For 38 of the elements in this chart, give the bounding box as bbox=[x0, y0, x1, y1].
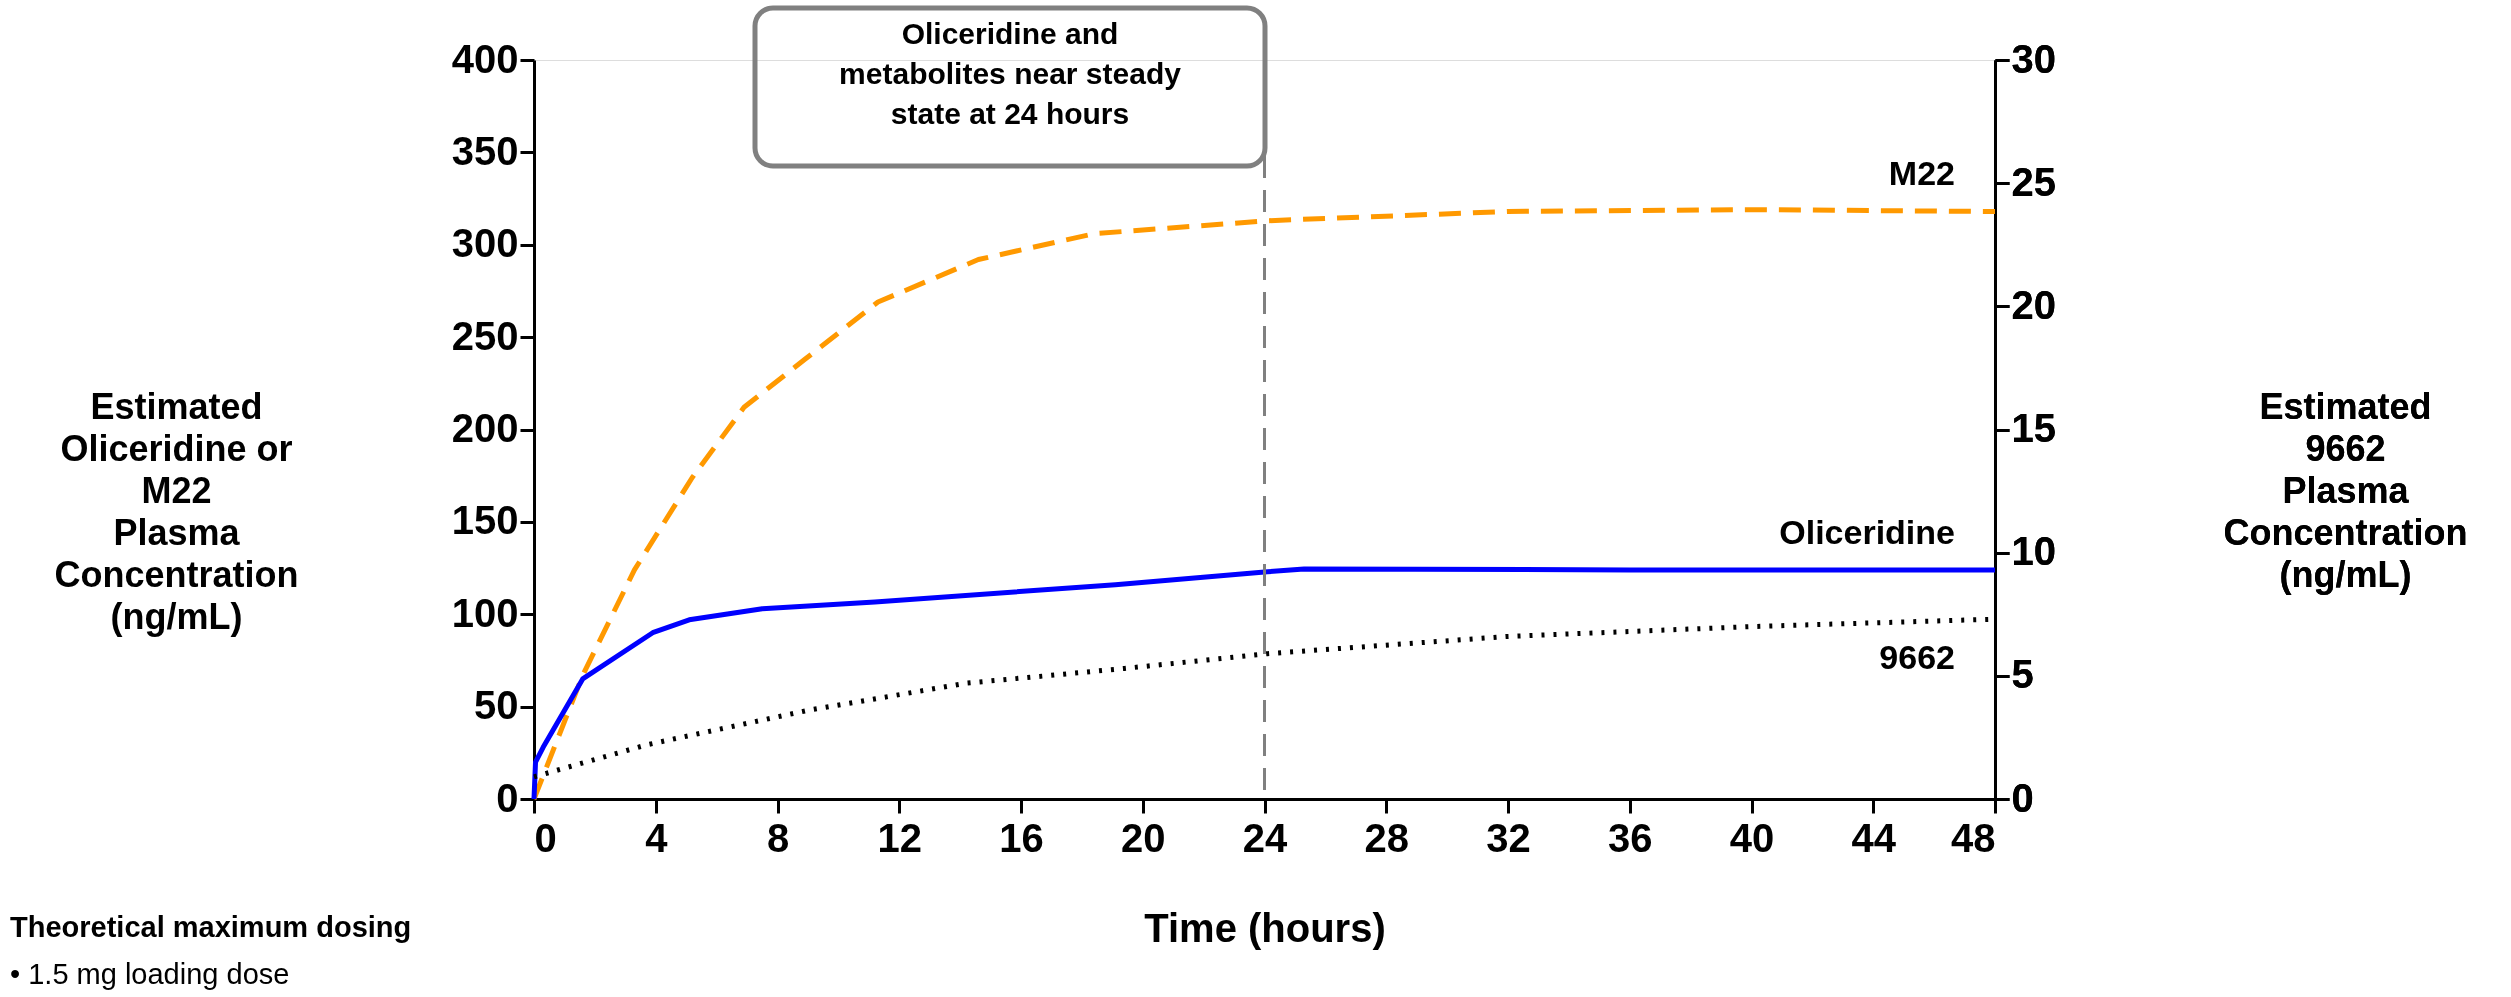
y2-tick-label: 20 bbox=[2011, 282, 2056, 327]
y-axis-title: Estimated Oliceridine or M22 Plasma Concentration (ng/mL) bbox=[54, 385, 299, 637]
x-tick-label: 8 bbox=[766, 815, 790, 860]
text: Theoretical maximum dosing bbox=[10, 911, 412, 943]
y-tick-label: 100 bbox=[451, 590, 519, 635]
y-tick-label: 200 bbox=[451, 406, 519, 450]
x-tick-label: 0 bbox=[534, 815, 557, 860]
y2-axis-title: Estimated 9662 Plasma Concentration (ng/mL) bbox=[2223, 385, 2468, 595]
y2-tick-label: 5 bbox=[2011, 652, 2034, 697]
x-tick-label: 32 bbox=[1486, 815, 1531, 860]
x-tick-label: 12 bbox=[877, 815, 922, 860]
y-tick-label: 50 bbox=[474, 683, 519, 728]
x-tick-label: 16 bbox=[999, 815, 1044, 860]
y2-tick-label: 10 bbox=[2011, 529, 2056, 574]
y2-tick-label: 30 bbox=[2011, 36, 2056, 81]
y-tick-label: 400 bbox=[451, 36, 519, 81]
series-label: M22 bbox=[1888, 154, 1955, 193]
text: • 1.5 mg loading dose bbox=[10, 958, 290, 990]
x-tick-label: 4 bbox=[645, 815, 669, 860]
y-tick-label: 250 bbox=[451, 313, 519, 358]
y-tick-label: 150 bbox=[451, 498, 519, 543]
series-label: Oliceridine bbox=[1779, 512, 1955, 551]
y2-tick-label: 0 bbox=[2011, 775, 2034, 820]
x-tick-label: 24 bbox=[1242, 815, 1288, 860]
x-tick-label: 20 bbox=[1121, 815, 1166, 860]
x-tick-label: 40 bbox=[1729, 815, 1775, 860]
x-tick-label: 44 bbox=[1851, 815, 1897, 860]
series-label: 9662 bbox=[1879, 638, 1955, 677]
y-tick-label: 0 bbox=[496, 775, 519, 820]
y-tick-label: 300 bbox=[451, 221, 519, 266]
y2-tick-label: 25 bbox=[2011, 159, 2056, 204]
x-tick-label: 48 bbox=[1951, 815, 1996, 860]
annotation: Oliceridine and metabolites near steady state at 24 hours bbox=[839, 17, 1182, 130]
x-axis-title: Time (hours) bbox=[1144, 905, 1386, 950]
y-tick-label: 350 bbox=[451, 128, 519, 173]
x-tick-label: 36 bbox=[1608, 815, 1653, 860]
x-tick-label: 28 bbox=[1364, 815, 1409, 860]
y2-tick-label: 15 bbox=[2011, 406, 2056, 450]
